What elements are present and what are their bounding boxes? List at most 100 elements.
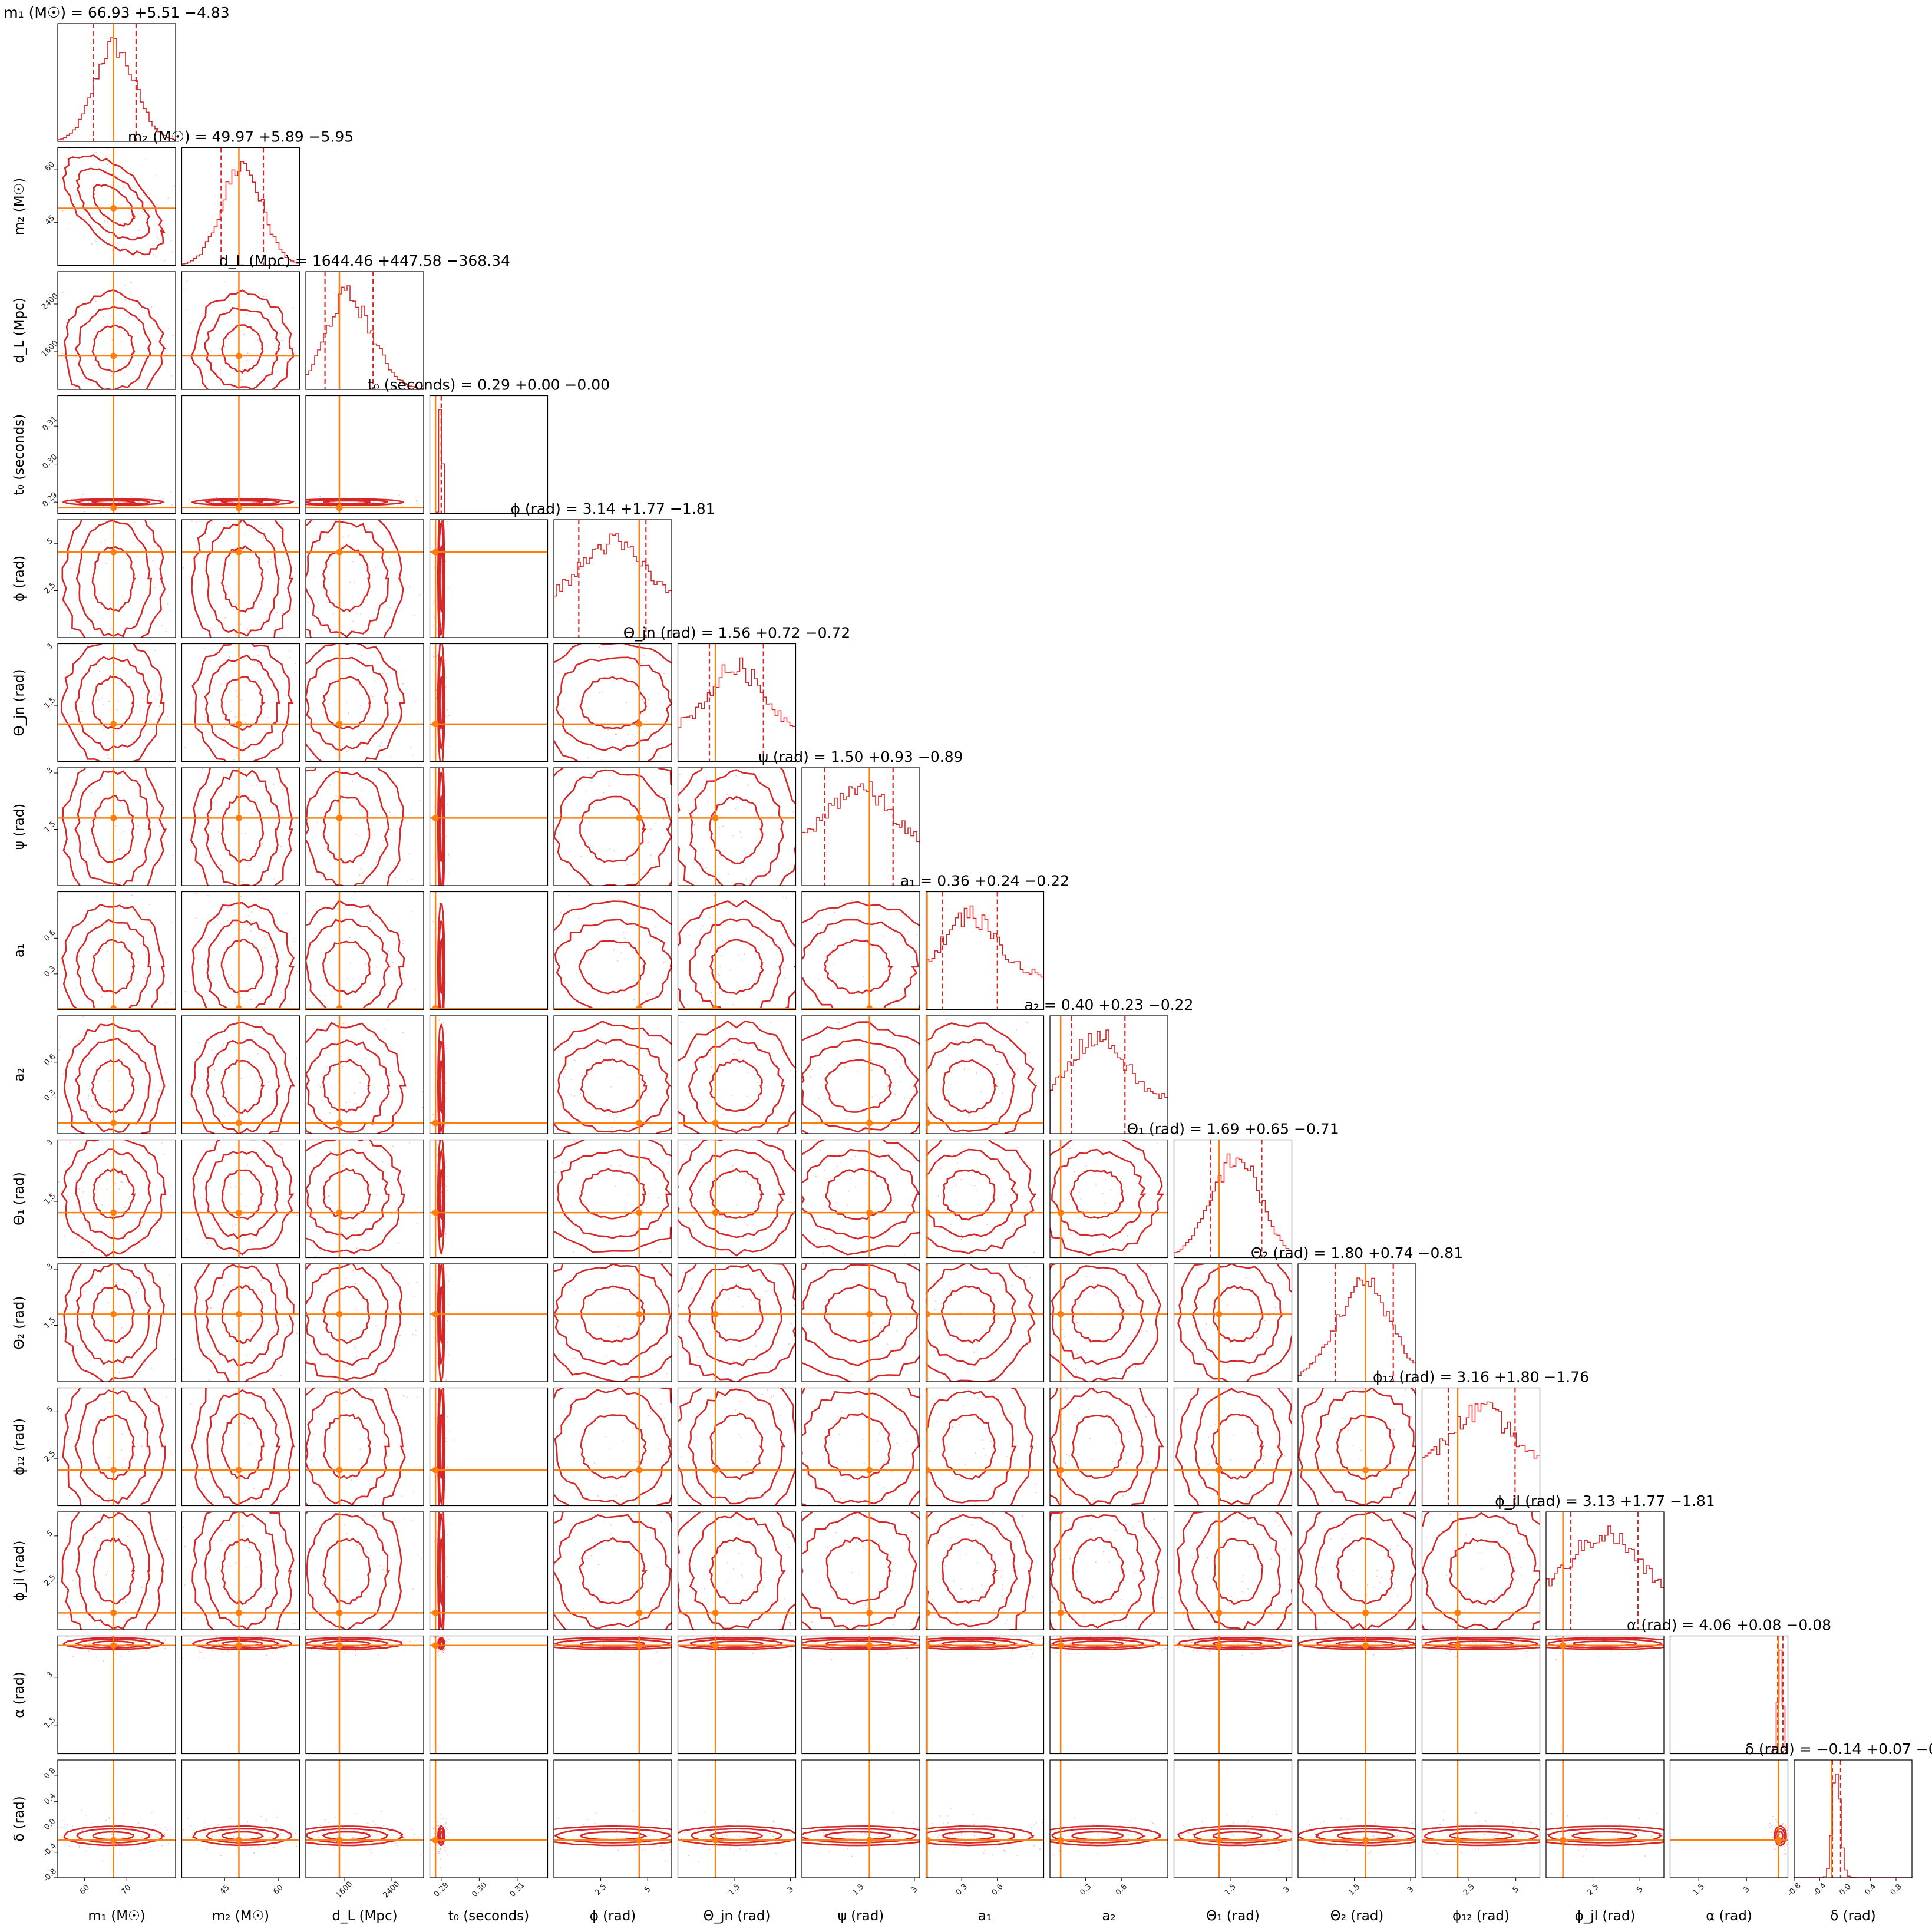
truth-marker <box>1058 1210 1064 1216</box>
sample-point <box>1070 1233 1071 1234</box>
sample-point <box>549 877 550 878</box>
truth-marker <box>432 721 439 727</box>
sample-point <box>818 924 820 925</box>
sample-point <box>914 1175 915 1176</box>
sample-point <box>384 867 385 868</box>
sample-point <box>219 333 220 334</box>
sample-point <box>281 992 282 993</box>
sample-point <box>161 590 163 592</box>
sample-point <box>904 1194 906 1195</box>
sample-point <box>62 353 63 354</box>
sample-point <box>771 874 772 876</box>
sample-point <box>266 296 267 297</box>
contour-level <box>205 771 279 887</box>
sample-point <box>886 843 887 844</box>
contour-level <box>324 501 370 504</box>
sample-point <box>164 260 166 261</box>
sample-point <box>156 1167 157 1168</box>
sample-point <box>876 1188 877 1189</box>
sample-point <box>264 1347 265 1348</box>
sample-point <box>270 790 271 791</box>
y-tick-label: 3 <box>45 1138 55 1147</box>
sample-point <box>28 871 29 873</box>
sample-point <box>324 777 325 778</box>
sample-point <box>349 1108 351 1109</box>
sample-point <box>404 503 405 504</box>
sample-point <box>910 1068 911 1069</box>
sample-point <box>397 889 398 890</box>
sample-point <box>419 594 420 595</box>
sample-point <box>962 847 963 848</box>
sample-point <box>134 1154 135 1155</box>
sample-point <box>445 1098 447 1099</box>
sample-point <box>96 394 97 395</box>
sample-point <box>650 1124 652 1125</box>
sample-point <box>830 1217 831 1218</box>
sample-point <box>431 972 432 973</box>
sample-point <box>288 1020 289 1021</box>
sample-point <box>107 951 108 952</box>
sample-point <box>362 666 363 667</box>
sample-point <box>1002 993 1003 994</box>
sample-point <box>384 496 385 497</box>
sample-point <box>441 1116 442 1117</box>
sample-point <box>708 1250 709 1251</box>
sample-point <box>975 1295 976 1296</box>
sample-point <box>1069 1148 1071 1149</box>
sample-point <box>871 1069 873 1071</box>
sample-point <box>295 1182 296 1183</box>
sample-point <box>236 754 237 755</box>
sample-point <box>217 285 219 286</box>
panel-frame <box>678 768 796 886</box>
sample-point <box>45 1092 46 1093</box>
sample-point <box>340 1227 341 1228</box>
sample-point <box>98 699 99 701</box>
sample-point <box>398 1243 399 1244</box>
contour-level <box>92 795 134 862</box>
sample-point <box>610 1107 611 1108</box>
sample-point <box>366 897 367 899</box>
sample-point <box>747 1096 748 1097</box>
sample-point <box>205 617 206 619</box>
sample-point <box>576 958 577 959</box>
sample-point <box>1130 1207 1131 1208</box>
sample-point <box>622 1373 623 1374</box>
sample-point <box>189 1402 190 1403</box>
sample-point <box>384 1164 385 1165</box>
sample-point <box>887 1181 889 1183</box>
sample-point <box>834 1109 835 1110</box>
sample-point <box>108 701 110 702</box>
sample-point <box>768 1102 770 1104</box>
sample-point <box>186 704 187 705</box>
hist-psi: ψ (rad) = 1.50 +0.93 −0.89 <box>758 748 963 886</box>
sample-point <box>770 1029 771 1030</box>
sample-point <box>70 365 71 366</box>
sample-point <box>630 1246 631 1247</box>
sample-point <box>55 1296 57 1297</box>
sample-point <box>395 733 396 734</box>
sample-point <box>316 562 317 563</box>
sample-point <box>365 783 366 784</box>
sample-point <box>658 896 659 897</box>
sample-point <box>1091 1177 1092 1178</box>
sample-point <box>402 940 404 941</box>
panel-dL-psi <box>157 633 451 1019</box>
sample-point <box>871 1049 872 1051</box>
sample-point <box>431 962 432 963</box>
sample-point <box>68 714 69 715</box>
sample-point <box>309 736 310 737</box>
sample-point <box>613 950 614 951</box>
panel-frame <box>182 396 300 514</box>
sample-point <box>681 1293 682 1294</box>
sample-point <box>956 1041 957 1042</box>
sample-point <box>1026 1210 1028 1211</box>
sample-point <box>73 185 74 186</box>
sample-point <box>433 603 434 604</box>
y-tick-label: 45 <box>44 214 57 227</box>
y-tick-label: 1.5 <box>42 820 57 834</box>
sample-point <box>169 726 170 727</box>
sample-point <box>147 1400 148 1401</box>
sample-point <box>233 491 235 492</box>
sample-point <box>260 1280 262 1281</box>
sample-point <box>437 1363 438 1365</box>
